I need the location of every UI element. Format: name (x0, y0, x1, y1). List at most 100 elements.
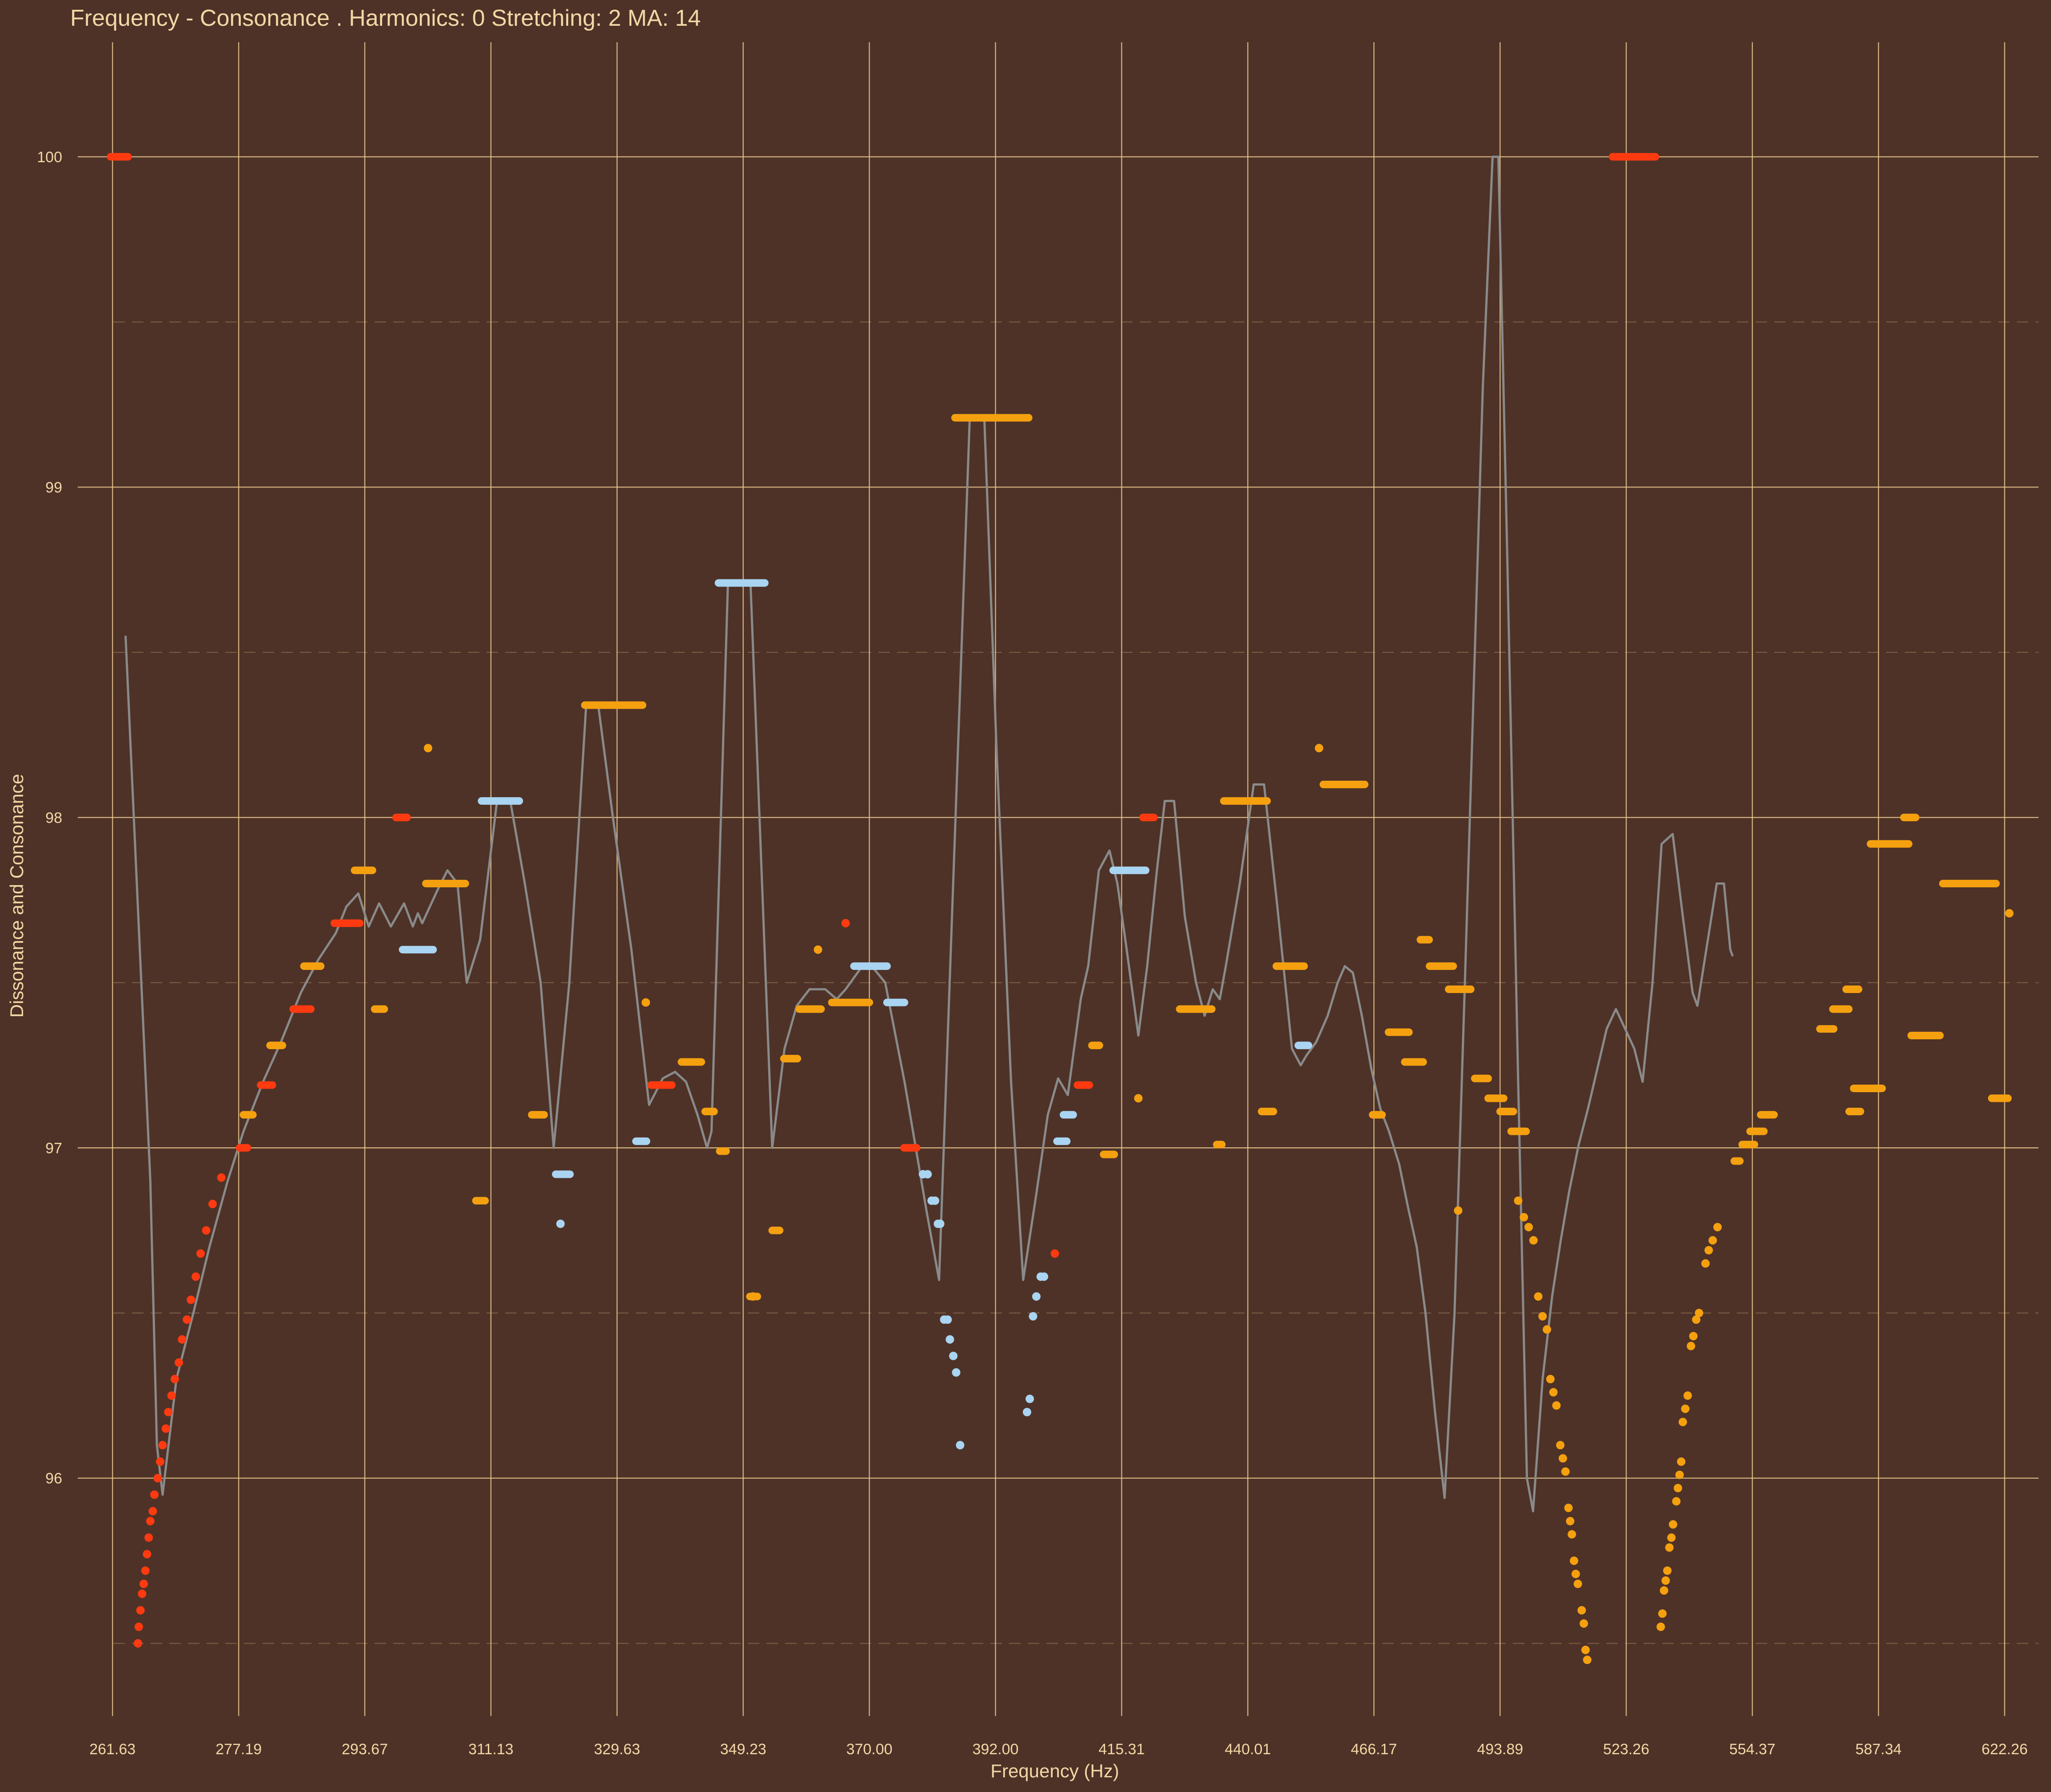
orange-point (1570, 1557, 1579, 1565)
y-tick-label: 96 (45, 1470, 62, 1487)
blue-point (1022, 1408, 1031, 1417)
orange-point (1549, 1388, 1558, 1397)
red-point (141, 1566, 150, 1575)
orange-point (2005, 909, 2014, 918)
blue-point (936, 1219, 945, 1228)
orange-point (1695, 1309, 1704, 1317)
y-axis-ticks: 96 97 98 99 100 (37, 149, 62, 1487)
y-tick-label: 98 (45, 810, 62, 826)
red-point (134, 1639, 143, 1648)
x-tick-label: 311.13 (468, 1741, 513, 1758)
red-point (161, 1424, 170, 1433)
orange-point (1713, 1223, 1722, 1232)
y-tick-label: 100 (37, 149, 62, 166)
red-point (156, 1457, 164, 1466)
orange-point (423, 744, 432, 753)
red-point (183, 1315, 192, 1324)
red-point (208, 1200, 217, 1209)
blue-point (923, 1170, 932, 1179)
x-tick-label: 261.63 (89, 1741, 136, 1758)
x-axis-title: Frequency (Hz) (990, 1760, 1119, 1781)
red-point (170, 1375, 179, 1384)
red-point (196, 1249, 205, 1258)
blue-point (952, 1368, 961, 1377)
x-tick-label: 440.01 (1225, 1741, 1271, 1758)
x-tick-label: 466.17 (1351, 1741, 1397, 1758)
orange-point (1701, 1259, 1710, 1268)
red-point (217, 1173, 226, 1182)
orange-point (749, 1292, 758, 1301)
orange-point (1689, 1332, 1698, 1341)
x-tick-label: 392.00 (972, 1741, 1018, 1758)
y-axis-title: Dissonance and Consonance (6, 774, 27, 1018)
orange-point (1520, 1213, 1528, 1221)
chart-title: Frequency - Consonance . Harmonics: 0 St… (70, 5, 701, 31)
red-point (1050, 1249, 1059, 1258)
orange-point (1661, 1576, 1670, 1585)
red-point (146, 1517, 155, 1525)
red-point (138, 1589, 147, 1598)
orange-point (1315, 744, 1324, 753)
red-point (192, 1272, 200, 1281)
orange-point (1546, 1375, 1555, 1384)
orange-point (1665, 1543, 1674, 1552)
orange-point (1672, 1497, 1681, 1506)
orange-point (1524, 1223, 1533, 1232)
orange-point (1577, 1606, 1586, 1615)
orange-point (1663, 1566, 1672, 1575)
orange-point (1552, 1401, 1561, 1410)
x-tick-label: 293.67 (342, 1741, 388, 1758)
orange-point (1675, 1470, 1684, 1479)
blue-point (556, 1219, 565, 1228)
orange-point (1667, 1533, 1676, 1542)
orange-point (1529, 1236, 1538, 1245)
orange-point (1692, 1315, 1701, 1324)
red-point (140, 1580, 148, 1588)
blue-point (1026, 1394, 1034, 1403)
orange-point (1678, 1417, 1687, 1426)
orange-point (1677, 1457, 1686, 1466)
data-marks (107, 153, 2014, 1664)
orange-point (814, 945, 822, 954)
red-point (144, 1533, 153, 1542)
red-point (167, 1391, 176, 1400)
orange-point (1581, 1645, 1590, 1654)
x-tick-label: 349.23 (720, 1741, 766, 1758)
orange-point (1543, 1325, 1552, 1334)
blue-point (1040, 1272, 1049, 1281)
x-axis-ticks: 261.63 277.19 293.67 311.13 329.63 349.23 370.… (89, 1741, 2027, 1758)
orange-point (1564, 1504, 1573, 1513)
grid-lines (78, 42, 2039, 1716)
red-point (150, 1490, 159, 1499)
blue-point (1029, 1312, 1037, 1321)
orange-point (1534, 1292, 1543, 1301)
y-tick-label: 97 (45, 1140, 62, 1157)
blue-point (946, 1335, 954, 1344)
x-tick-label: 587.34 (1855, 1741, 1902, 1758)
orange-point (1571, 1569, 1580, 1578)
red-point (134, 1622, 143, 1631)
orange-point (1583, 1656, 1592, 1664)
orange-point (1573, 1580, 1582, 1588)
x-tick-label: 415.31 (1098, 1741, 1145, 1758)
red-point (158, 1441, 167, 1449)
orange-point (1568, 1530, 1576, 1539)
red-point (164, 1408, 173, 1417)
orange-point (641, 998, 650, 1007)
blue-point (930, 1196, 939, 1205)
orange-point (1556, 1441, 1565, 1449)
orange-point (1660, 1586, 1668, 1595)
blue-point (956, 1441, 965, 1449)
blue-point (1032, 1292, 1041, 1301)
red-point (187, 1295, 196, 1304)
orange-point (1656, 1622, 1665, 1631)
x-tick-label: 622.26 (1982, 1741, 2028, 1758)
orange-point (1514, 1196, 1523, 1205)
orange-point (1566, 1517, 1575, 1525)
orange-point (1580, 1619, 1588, 1628)
x-tick-label: 329.63 (594, 1741, 640, 1758)
x-tick-label: 493.89 (1477, 1741, 1523, 1758)
orange-point (1658, 1609, 1667, 1618)
